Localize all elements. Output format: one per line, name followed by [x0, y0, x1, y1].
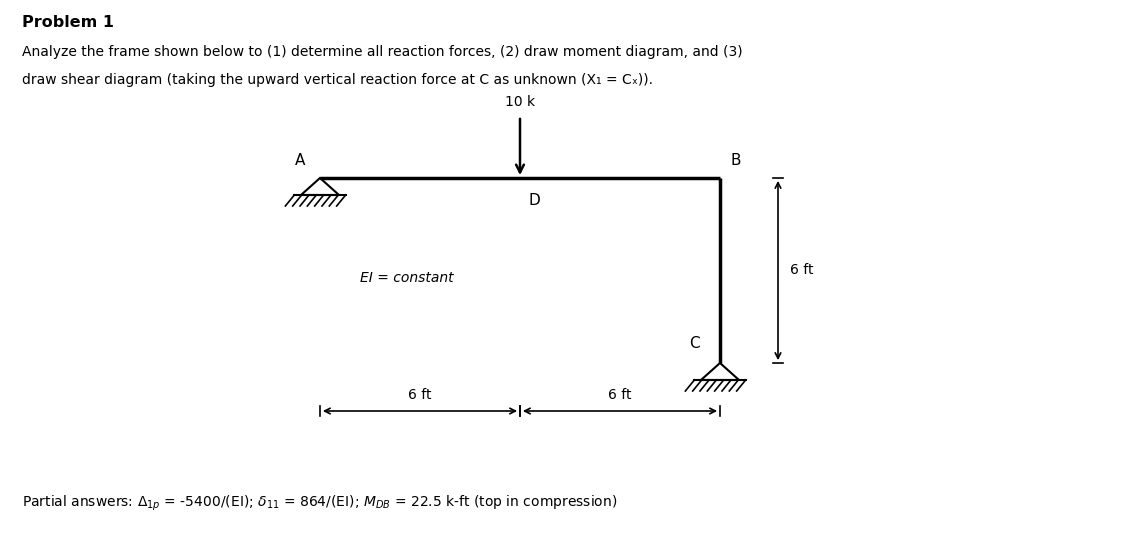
Text: 6 ft: 6 ft: [789, 263, 813, 278]
Text: D: D: [528, 193, 540, 208]
Text: A: A: [294, 153, 305, 168]
Text: Partial answers: $\Delta_{1p}$ = -5400/(EI); $\delta_{11}$ = 864/(EI); $M_{DB}$ : Partial answers: $\Delta_{1p}$ = -5400/(…: [22, 494, 618, 513]
Text: C: C: [690, 336, 700, 351]
Text: 10 k: 10 k: [505, 95, 535, 109]
Text: Analyze the frame shown below to (1) determine all reaction forces, (2) draw mom: Analyze the frame shown below to (1) det…: [22, 45, 742, 59]
Text: 6 ft: 6 ft: [609, 388, 632, 402]
Text: B: B: [730, 153, 740, 168]
Text: 6 ft: 6 ft: [409, 388, 431, 402]
Text: Problem 1: Problem 1: [22, 15, 115, 30]
Text: EI = constant: EI = constant: [360, 271, 454, 285]
Text: draw shear diagram (taking the upward vertical reaction force at C as unknown (X: draw shear diagram (taking the upward ve…: [22, 73, 652, 87]
